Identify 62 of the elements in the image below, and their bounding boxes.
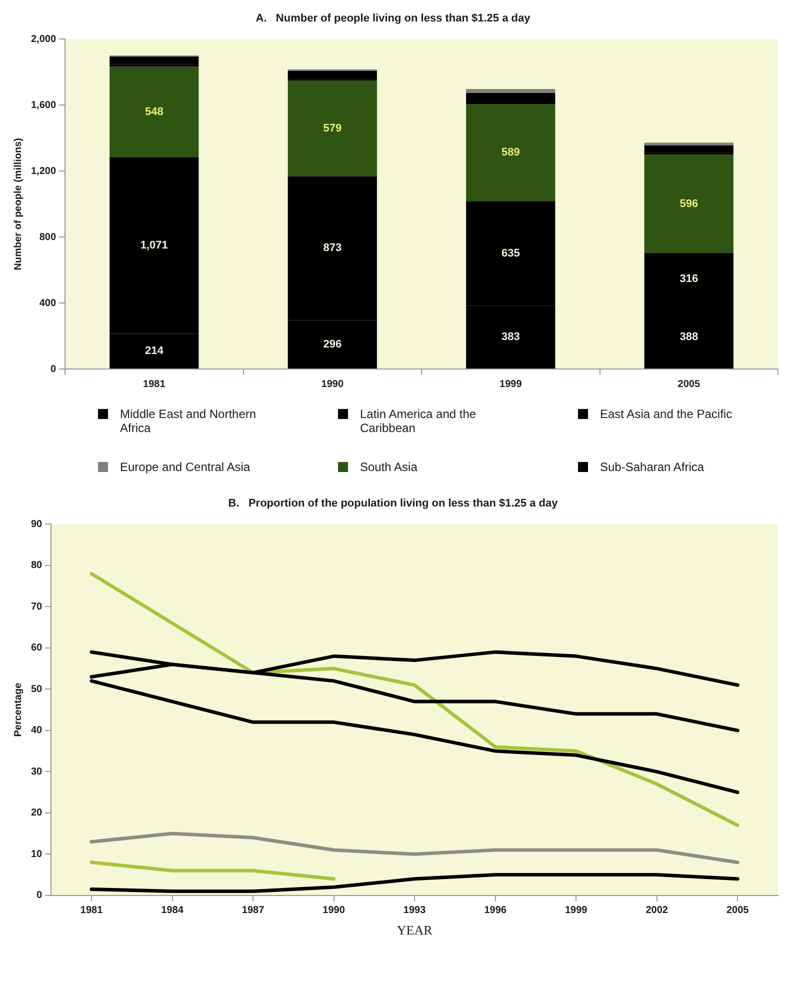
legend-label: Middle East and Northern Africa	[120, 407, 258, 435]
y-tick-label: 2,000	[30, 34, 56, 45]
bar	[466, 104, 556, 202]
y-tick-label: 20	[31, 808, 43, 819]
x-tick-label: 1999	[500, 378, 522, 390]
y-tick-label: 50	[31, 684, 43, 695]
y-tick-label: 60	[31, 642, 43, 654]
legend-label: Latin America and the Caribbean	[360, 407, 478, 435]
data-label: 1,071	[140, 239, 168, 252]
y-tick-label: 40	[31, 725, 43, 736]
y-tick-label: 0	[50, 364, 56, 375]
data-label: 596	[680, 198, 698, 210]
data-label: 548	[144, 106, 164, 118]
data-label: 383	[501, 331, 520, 344]
y-axis-title: Percentage	[12, 682, 24, 737]
x-tick-label: 1981	[80, 905, 104, 916]
x-tick-label: 1993	[403, 905, 426, 916]
data-label: 214	[144, 345, 164, 358]
data-label: 579	[323, 122, 342, 135]
data-label: 296	[323, 338, 342, 350]
bar	[644, 142, 734, 146]
bar	[110, 66, 199, 158]
data-label: 589	[501, 146, 520, 159]
bar	[644, 154, 734, 253]
legend-label: South Asia	[360, 460, 418, 474]
x-axis-title: YEAR	[396, 922, 433, 938]
data-label: 388	[680, 330, 698, 343]
y-tick-label: 400	[39, 298, 56, 309]
bar	[110, 56, 199, 64]
y-tick-label: 800	[39, 232, 56, 243]
x-tick-label: 1987	[242, 905, 265, 916]
y-tick-label: 30	[31, 766, 43, 778]
chart-title: A. Number of people living on less than $1.25 a day	[256, 12, 532, 25]
legend-label: Sub-Saharan Africa	[600, 460, 704, 474]
bar	[466, 89, 556, 93]
y-tick-label: 1,600	[30, 100, 56, 111]
legend-label: Europe and Central Asia	[120, 460, 250, 474]
x-tick-label: 2002	[646, 905, 668, 916]
y-tick-label: 90	[31, 518, 43, 530]
x-tick-label: 1999	[564, 905, 588, 916]
x-tick-label: 2005	[678, 378, 700, 390]
bar	[288, 70, 377, 80]
x-tick-label: 1996	[484, 905, 507, 916]
legend-label: East Asia and the Pacific	[600, 407, 732, 421]
x-tick-label: 1981	[143, 378, 166, 390]
bar	[466, 92, 556, 102]
x-tick-label: 1990	[322, 905, 346, 916]
chart-title: B. Proportion of the population living on less than $1.25 a day	[228, 498, 559, 510]
bar	[288, 80, 377, 176]
y-tick-label: 80	[31, 560, 43, 572]
y-tick-label: 0	[36, 890, 43, 902]
y-tick-label: 10	[31, 848, 43, 860]
y-tick-label: 70	[31, 601, 43, 612]
x-tick-label: 1990	[321, 378, 344, 390]
data-label: 873	[323, 242, 342, 254]
y-tick-label: 1,200	[30, 166, 56, 177]
data-label: 316	[680, 272, 698, 285]
y-axis-title: Number of people (millions)	[12, 138, 24, 270]
data-label: 635	[501, 248, 520, 260]
x-tick-label: 1984	[161, 905, 184, 916]
bar	[644, 145, 734, 153]
x-tick-label: 2005	[726, 905, 750, 916]
